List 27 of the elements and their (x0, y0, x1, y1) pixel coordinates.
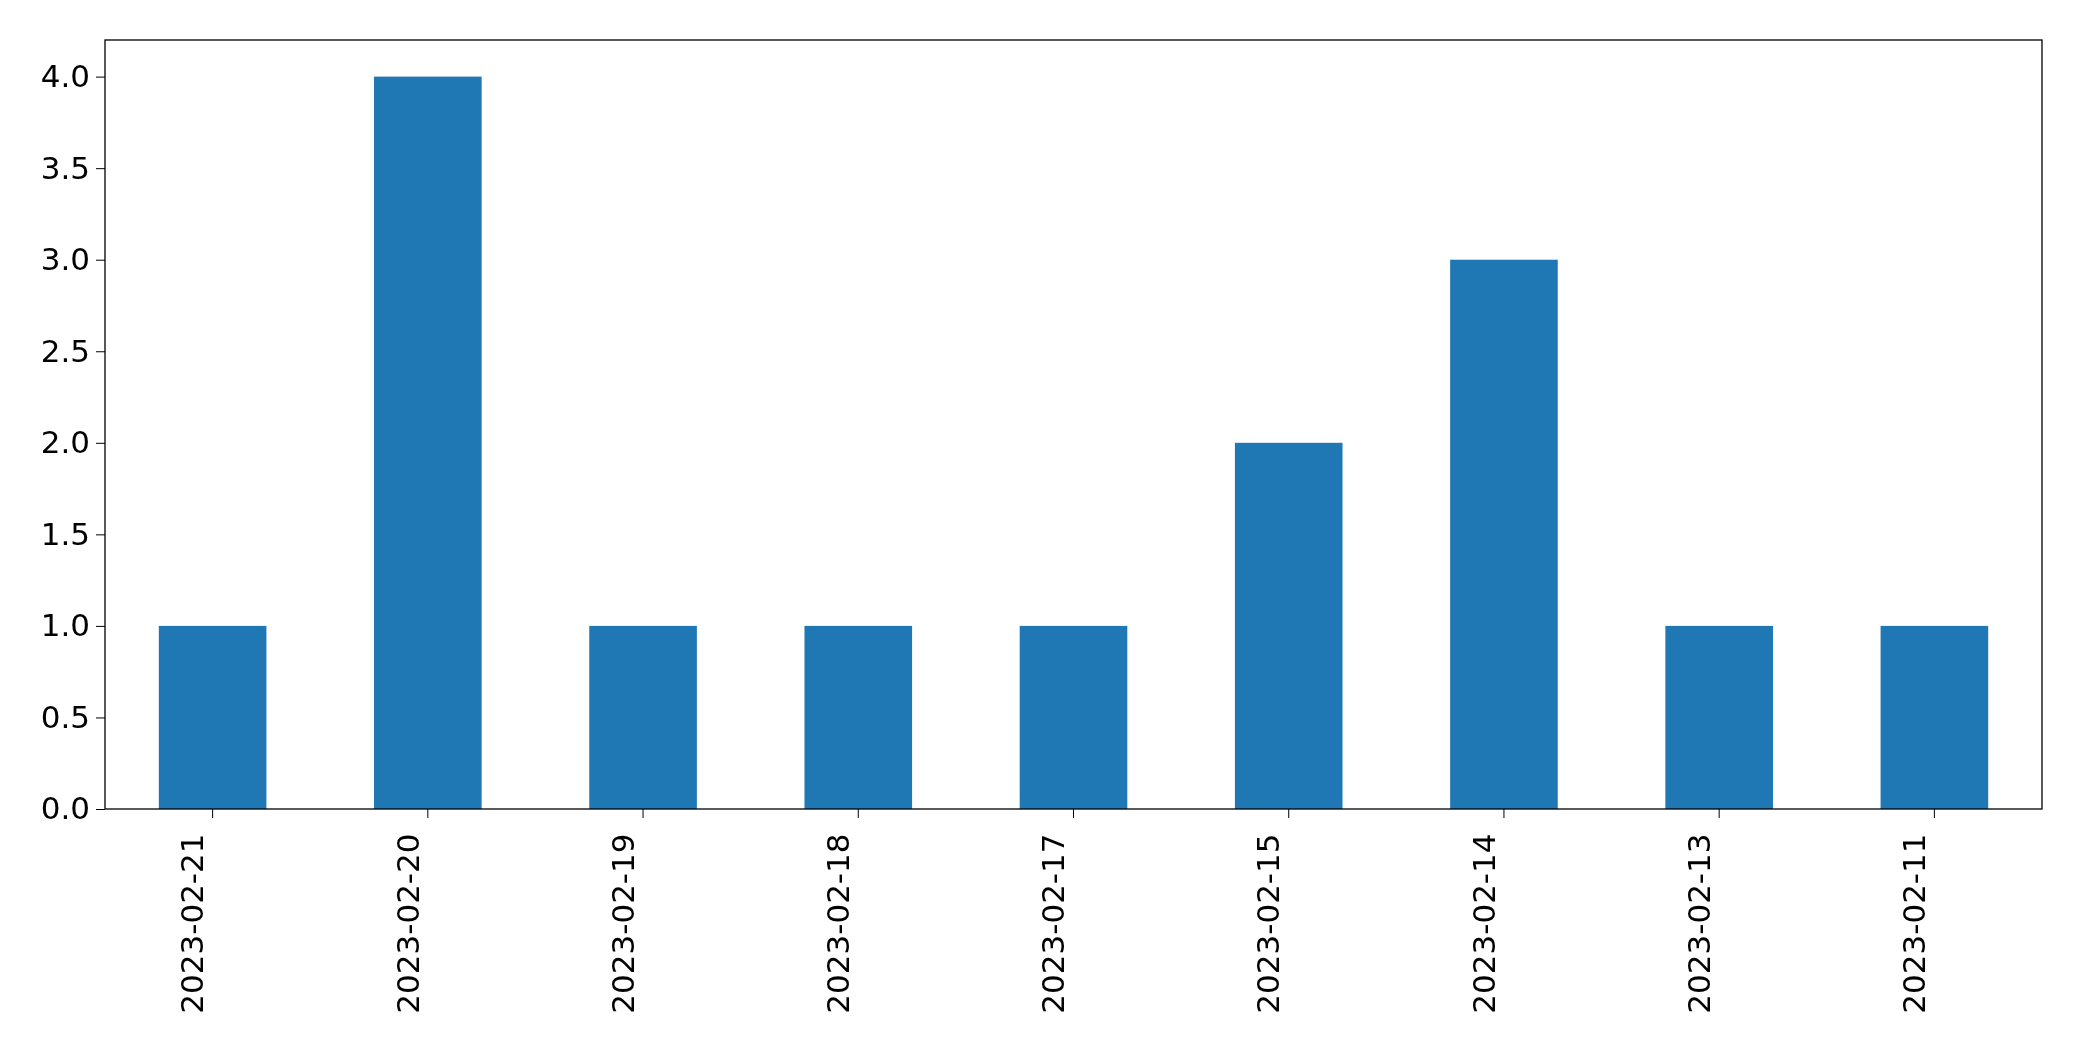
bar (374, 76, 482, 809)
bar (804, 625, 913, 809)
x-tick-label: 2023-02-21 (174, 833, 211, 1014)
x-tick-label: 2023-02-20 (389, 833, 426, 1014)
x-tick-label: 2023-02-14 (1465, 833, 1502, 1014)
bar (158, 625, 267, 809)
y-tick-label: 3.5 (40, 149, 90, 186)
y-tick-label: 1.5 (40, 515, 90, 552)
y-tick-label: 3.0 (40, 241, 90, 278)
y-tick-label: 2.0 (40, 424, 90, 461)
x-tick-label: 2023-02-11 (1896, 833, 1933, 1014)
y-tick-label: 0.5 (40, 698, 90, 735)
x-tick-label: 2023-02-19 (604, 833, 641, 1014)
bar (1234, 442, 1343, 809)
bar (1880, 625, 1989, 809)
x-tick-label: 2023-02-17 (1035, 833, 1072, 1014)
y-tick-label: 4.0 (40, 58, 90, 95)
bar (1019, 625, 1128, 809)
bar (589, 625, 697, 809)
y-tick-label: 0.0 (40, 790, 90, 827)
x-tick-label: 2023-02-18 (819, 833, 856, 1014)
x-tick-label: 2023-02-15 (1250, 833, 1287, 1014)
y-tick-label: 2.5 (40, 332, 90, 369)
y-tick-label: 1.0 (40, 607, 90, 644)
x-tick-label: 2023-02-13 (1680, 833, 1717, 1014)
bar (1450, 259, 1558, 809)
bar (1665, 625, 1773, 809)
